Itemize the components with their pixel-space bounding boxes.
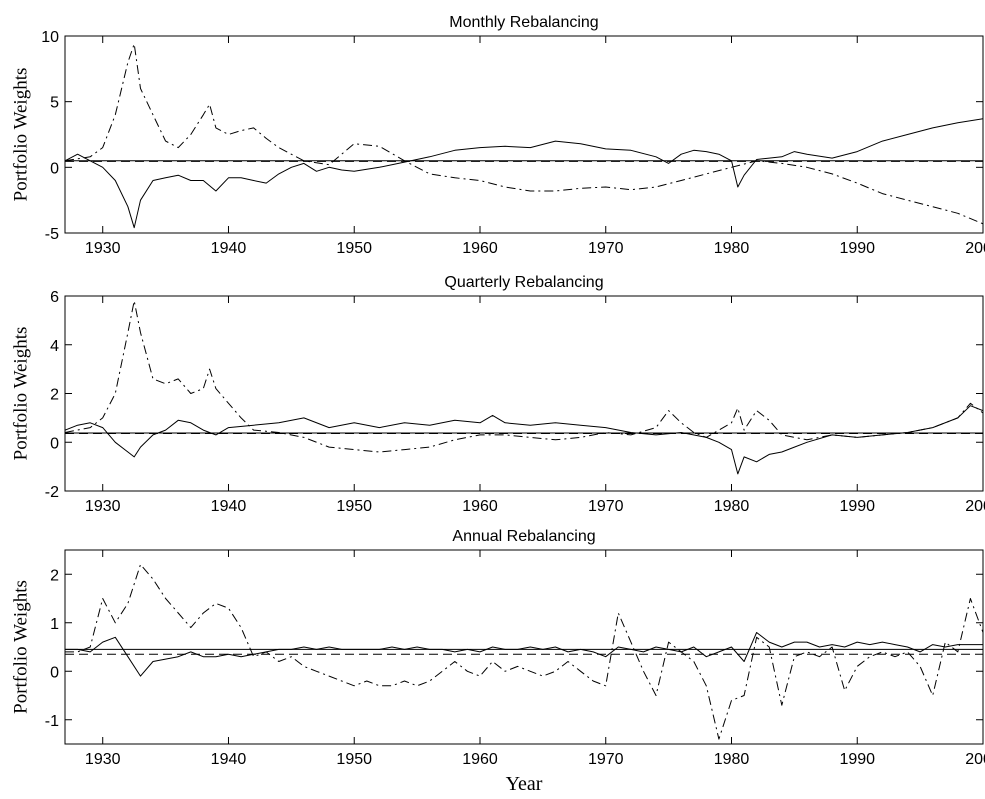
series-group	[65, 43, 983, 229]
x-tick-label: 1970	[588, 240, 624, 257]
y-tick-label: -5	[45, 226, 59, 243]
y-tick-label: 0	[50, 160, 59, 177]
x-tick-label: 1930	[85, 498, 121, 515]
panel-title: Annual Rebalancing	[452, 528, 595, 545]
x-tick-label: 1940	[211, 751, 247, 768]
x-tick-label: 2000	[965, 240, 985, 257]
y-tick-label: -1	[45, 713, 59, 730]
panel-title: Quarterly Rebalancing	[444, 274, 603, 291]
x-tick-label: 1990	[839, 498, 875, 515]
y-tick-label: 6	[50, 289, 59, 306]
y-tick-label: 1	[50, 616, 59, 633]
axes-frame	[64, 549, 984, 745]
x-tick-label: 2000	[965, 498, 985, 515]
x-tick-label: 1960	[462, 751, 498, 768]
y-tick-label: 0	[50, 664, 59, 681]
panel-1: Monthly Rebalancing Portfolio Weights 1930…	[10, 14, 985, 257]
x-tick-label: 1990	[839, 240, 875, 257]
x-tick-label: 2000	[965, 751, 985, 768]
x-axis-label: Year	[506, 773, 543, 795]
x-tick-label: 1940	[211, 498, 247, 515]
series-line-1-solid	[65, 118, 983, 229]
series-line-1-solid	[65, 632, 983, 677]
x-tick-label: 1970	[588, 498, 624, 515]
y-tick-label: 0	[50, 435, 59, 452]
y-axis-label: Portfolio Weights	[10, 68, 31, 202]
panel-2: Quarterly Rebalancing Portfolio Weights 19…	[10, 274, 985, 515]
panel-title: Monthly Rebalancing	[449, 14, 598, 31]
y-tick-label: 5	[50, 95, 59, 112]
series-line-1-solid	[65, 405, 983, 475]
x-tick-label: 1960	[462, 240, 498, 257]
x-tick-label: 1940	[211, 240, 247, 257]
series-line-2-dashdot	[65, 564, 983, 740]
x-tick-label: 1960	[462, 498, 498, 515]
series-line-2-dashdot	[65, 43, 983, 225]
x-tick-label: 1980	[714, 498, 750, 515]
panel-3: Annual Rebalancing Portfolio Weights 1930 1…	[10, 528, 985, 768]
y-tick-label: 10	[41, 29, 59, 46]
series-group	[65, 300, 983, 475]
series-group	[65, 564, 983, 740]
x-tick-label: 1980	[714, 751, 750, 768]
x-tick-label: 1990	[839, 751, 875, 768]
x-tick-label: 1930	[85, 751, 121, 768]
axes-frame	[64, 35, 984, 234]
y-tick-label: 2	[50, 567, 59, 584]
y-axis-label: Portfolio Weights	[10, 327, 31, 461]
x-tick-label: 1950	[336, 498, 372, 515]
x-tick-label: 1980	[714, 240, 750, 257]
x-tick-label: 1950	[336, 751, 372, 768]
y-axis-label: Portfolio Weights	[10, 580, 31, 714]
axes-frame	[64, 295, 984, 492]
y-tick-label: -2	[45, 484, 59, 501]
x-tick-label: 1930	[85, 240, 121, 257]
x-tick-label: 1950	[336, 240, 372, 257]
y-tick-label: 4	[50, 338, 59, 355]
x-tick-label: 1970	[588, 751, 624, 768]
y-tick-label: 2	[50, 387, 59, 404]
